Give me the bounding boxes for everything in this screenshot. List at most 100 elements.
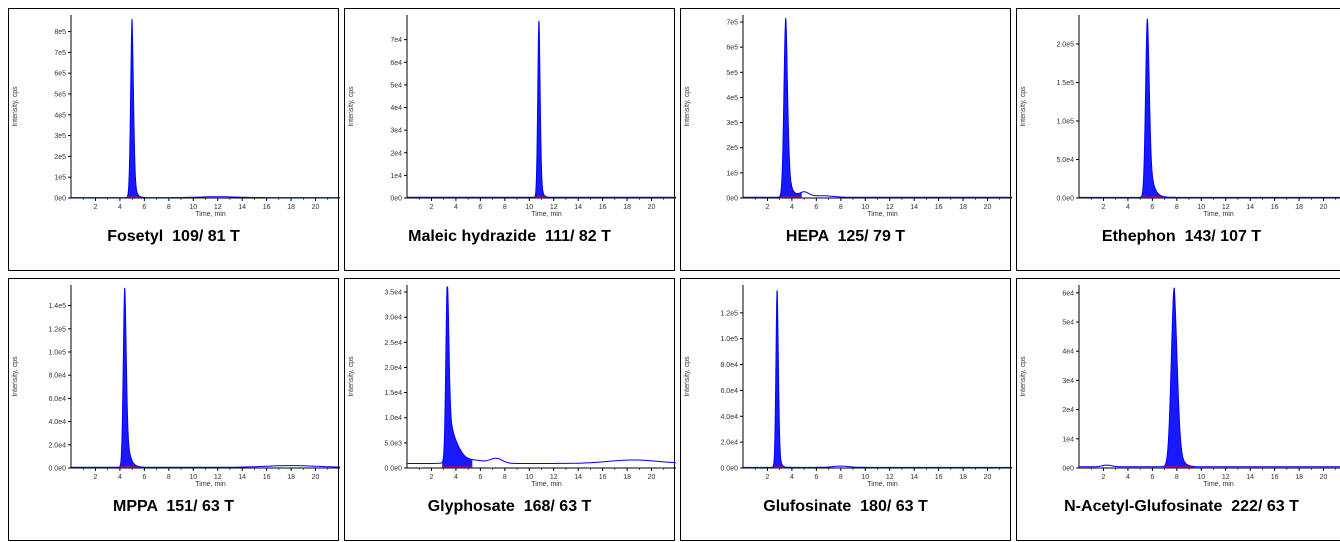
chromatogram-panel: 0e0 1e5 2e5 3e5 4e5 5e5 6e5 7e5 8e5 2 4 6 8 10 12 14 16 1…: [8, 8, 340, 271]
y-tick-label: 3.0e4: [384, 315, 402, 322]
y-tick-label: 0.0e0: [48, 466, 66, 473]
x-tick-label: 20: [984, 474, 992, 481]
x-tick-label: 14: [1246, 204, 1254, 211]
x-tick-label: 20: [648, 204, 656, 211]
chromatogram-trace: [71, 287, 340, 468]
y-tick-label: 6.0e4: [720, 388, 738, 395]
y-tick-label: 3e4: [1062, 378, 1074, 385]
x-tick-label: 6: [1150, 474, 1154, 481]
x-axis-label: Time, min: [531, 211, 562, 218]
chromatogram-chart: 0.0e0 2.0e4 4.0e4 6.0e4 8.0e4 1.0e5 1.2e5 1.4e5…: [12, 285, 340, 488]
y-tick-label: 4e4: [390, 105, 402, 112]
y-tick-label: 1.2e5: [48, 326, 66, 333]
chromatogram-panel: 0e0 1e5 2e5 3e5 4e5 5e5 6e5 7e5 2 4 6 8 10 12 14 16 18 20…: [680, 8, 1012, 271]
y-tick-label: 6e5: [54, 71, 66, 78]
y-tick-label: 3e5: [726, 120, 738, 127]
chromatogram-caption: Glyphosate 168/ 63 T: [427, 498, 592, 515]
x-tick-label: 2: [430, 204, 434, 211]
x-tick-label: 20: [648, 474, 656, 481]
y-axis-label: Intensity, cps: [348, 356, 355, 397]
y-tick-label: 6e5: [726, 45, 738, 52]
x-tick-label: 18: [959, 474, 967, 481]
x-tick-label: 4: [454, 474, 458, 481]
y-tick-label: 0.0e0: [1056, 196, 1074, 203]
chromatogram-chart: 0.0e0 2.0e4 4.0e4 6.0e4 8.0e4 1.0e5 1.2e5 2 4 6 8 1…: [684, 285, 1012, 488]
chromatogram-caption: Ethephon 143/ 107 T: [1101, 228, 1262, 245]
x-tick-label: 8: [839, 474, 843, 481]
x-tick-label: 12: [1222, 204, 1230, 211]
y-tick-label: 5e4: [1062, 320, 1074, 327]
y-tick-label: 2e5: [726, 145, 738, 152]
y-axis-label: Intensity, cps: [684, 86, 691, 127]
y-tick-label: 5e5: [726, 70, 738, 77]
x-tick-label: 8: [1175, 474, 1179, 481]
y-axis-label: Intensity, cps: [1020, 86, 1027, 127]
x-tick-label: 8: [503, 204, 507, 211]
x-tick-label: 2: [766, 474, 770, 481]
x-tick-label: 18: [287, 204, 295, 211]
y-tick-label: 8.0e4: [720, 362, 738, 369]
y-axis-label: Intensity, cps: [12, 356, 19, 397]
x-tick-label: 18: [623, 204, 631, 211]
y-tick-label: 0.0e0: [384, 466, 402, 473]
y-tick-label: 3e4: [390, 128, 402, 135]
chromatogram-chart: 0e0 1e5 2e5 3e5 4e5 5e5 6e5 7e5 8e5 2 4 6 8 10 12 14 16 1…: [12, 15, 340, 218]
y-tick-label: 2e4: [1062, 407, 1074, 414]
x-tick-label: 14: [238, 204, 246, 211]
x-tick-label: 20: [312, 204, 320, 211]
x-tick-label: 4: [790, 474, 794, 481]
chromatogram-trace: [407, 20, 676, 198]
x-tick-label: 4: [454, 204, 458, 211]
y-tick-label: 1.4e5: [48, 303, 66, 310]
x-tick-label: 2: [1102, 474, 1106, 481]
x-tick-label: 12: [550, 474, 558, 481]
y-tick-label: 2.0e4: [384, 365, 402, 372]
x-axis-label: Time, min: [867, 481, 898, 488]
x-tick-label: 10: [525, 474, 533, 481]
y-tick-label: 7e5: [54, 50, 66, 57]
y-tick-label: 1.5e4: [384, 390, 402, 397]
chromatogram-trace: [407, 286, 676, 464]
chromatogram-trace: [71, 19, 340, 199]
y-tick-label: 8e5: [54, 29, 66, 36]
x-tick-label: 18: [1295, 474, 1303, 481]
y-tick-label: 1e5: [54, 175, 66, 182]
peak-area: [119, 287, 140, 468]
x-tick-label: 8: [503, 474, 507, 481]
x-tick-label: 2: [766, 204, 770, 211]
x-axis-label: Time, min: [1203, 211, 1234, 218]
chromatogram-panel: 0.0e0 2.0e4 4.0e4 6.0e4 8.0e4 1.0e5 1.2e5 1.4e5…: [8, 278, 340, 541]
chromatogram-chart: 0e0 1e5 2e5 3e5 4e5 5e5 6e5 7e5 2 4 6 8 10 12 14 16 18 20…: [684, 15, 1012, 218]
y-tick-label: 1.0e5: [720, 336, 738, 343]
chromatogram-caption: N-Acetyl-Glufosinate 222/ 63 T: [1064, 498, 1299, 515]
y-tick-label: 1.5e5: [1056, 80, 1074, 87]
x-tick-label: 10: [189, 204, 197, 211]
x-tick-label: 16: [1271, 474, 1279, 481]
x-tick-label: 2: [430, 474, 434, 481]
x-tick-label: 8: [1175, 204, 1179, 211]
x-tick-label: 4: [790, 204, 794, 211]
peak-area: [442, 287, 473, 468]
x-tick-label: 8: [167, 204, 171, 211]
peak-area: [779, 17, 802, 198]
x-tick-label: 18: [1295, 204, 1303, 211]
x-tick-label: 6: [478, 474, 482, 481]
x-tick-label: 14: [574, 204, 582, 211]
y-tick-label: 2.0e4: [48, 442, 66, 449]
x-axis-label: Time, min: [531, 481, 562, 488]
x-tick-label: 12: [886, 474, 894, 481]
x-tick-label: 6: [814, 204, 818, 211]
x-tick-label: 16: [935, 474, 943, 481]
x-tick-label: 6: [142, 474, 146, 481]
chromatogram-trace: [1079, 287, 1340, 468]
x-tick-label: 16: [1271, 204, 1279, 211]
x-axis-label: Time, min: [195, 481, 226, 488]
y-tick-label: 0.0e0: [720, 466, 738, 473]
y-tick-label: 0e0: [390, 196, 402, 203]
y-tick-label: 1.0e4: [384, 415, 402, 422]
y-tick-label: 7e4: [390, 37, 402, 44]
y-tick-label: 4.0e4: [48, 419, 66, 426]
y-tick-label: 1.0e5: [1056, 118, 1074, 125]
chromatogram-panel: 0e0 1e4 2e4 3e4 4e4 5e4 6e4 2 4 6 8 10 12 14 16 18 20 Tim…: [1016, 278, 1340, 541]
